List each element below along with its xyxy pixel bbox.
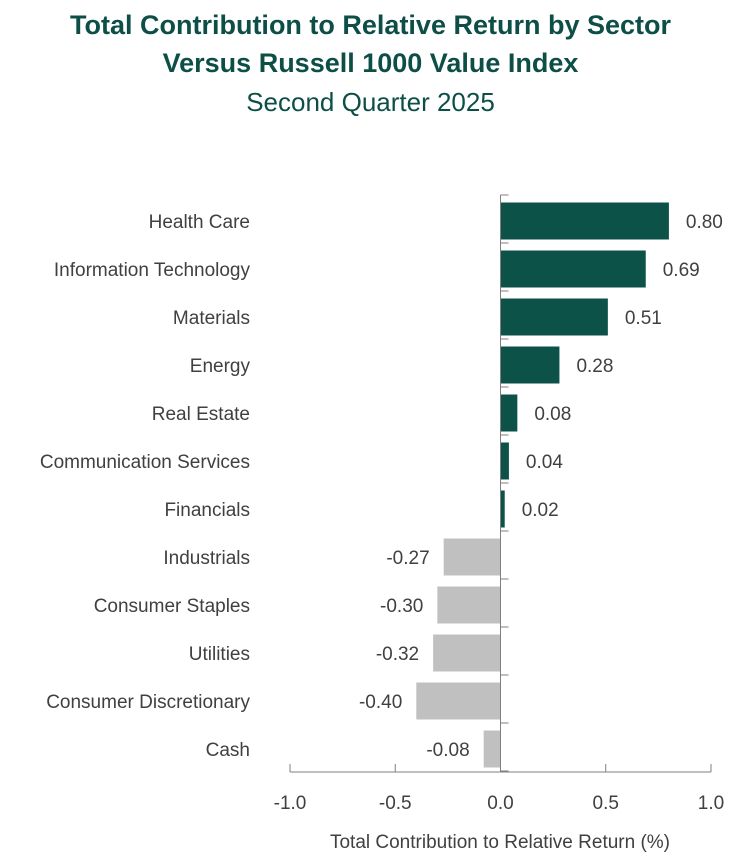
bar [500,250,646,288]
category-label: Financials [164,500,250,521]
category-label: Health Care [149,212,250,233]
bars-group: 0.80 0.69 0.51 0.28 0.08 0.04 0.02 -0.27 -0.30 -0… [359,202,723,768]
bar [500,394,518,432]
bar [500,202,669,240]
bar [433,634,501,672]
data-label: -0.27 [386,548,429,569]
category-label: Energy [190,356,251,377]
chart-title-line-2: Versus Russell 1000 Value Index [162,48,579,78]
bar [443,538,501,576]
category-label: Consumer Discretionary [46,692,250,713]
x-tick-label: -1.0 [274,793,307,814]
category-label: Consumer Staples [94,596,250,617]
chart-subtitle: Second Quarter 2025 [246,87,495,117]
bar [500,490,505,528]
data-label: 0.69 [663,260,700,281]
data-label: 0.04 [526,452,563,473]
data-label: -0.32 [376,644,419,665]
data-label: 0.08 [534,404,571,425]
data-label: 0.80 [686,212,723,233]
category-label: Utilities [189,644,250,665]
x-tick-label: -0.5 [379,793,412,814]
data-label: -0.08 [426,740,469,761]
x-axis: -1.0 -0.5 0.0 0.5 1.0 [274,194,724,814]
chart-title-line-1: Total Contribution to Relative Return by… [69,10,672,40]
category-label: Materials [173,308,250,329]
bar [483,730,501,768]
chart-title-block: Total Contribution to Relative Return by… [0,6,741,122]
bar [437,586,501,624]
category-label: Communication Services [40,452,250,473]
x-axis-title: Total Contribution to Relative Return (%… [330,832,670,853]
category-label: Industrials [163,548,250,569]
data-label: -0.30 [380,596,423,617]
x-tick-label: 0.0 [487,793,513,814]
bar [500,442,509,480]
bar [500,346,560,384]
data-label: -0.40 [359,692,402,713]
data-label: 0.28 [576,356,613,377]
data-label: 0.51 [625,308,662,329]
bar [416,682,501,720]
x-tick-label: 0.5 [593,793,619,814]
category-labels-group: Health Care Information Technology Materia… [40,212,251,761]
category-label: Information Technology [54,260,251,281]
category-label: Cash [206,740,250,761]
category-label: Real Estate [152,404,250,425]
x-tick-label: 1.0 [698,793,724,814]
data-label: 0.02 [522,500,559,521]
bar [500,298,608,336]
